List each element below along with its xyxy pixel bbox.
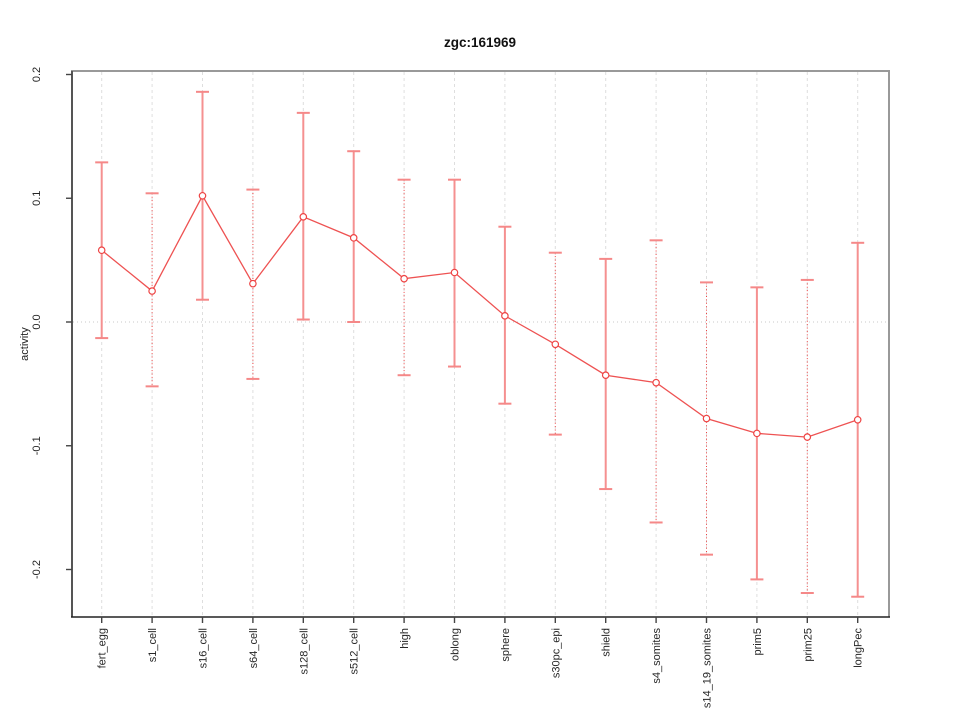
- y-tick-label: 0.0: [31, 314, 43, 329]
- x-tick-label: s16_cell: [198, 628, 210, 668]
- x-tick-label: longPec: [853, 628, 865, 668]
- data-point: [753, 429, 761, 438]
- x-tick-label: s30pc_epi: [550, 628, 562, 678]
- data-point: [702, 414, 711, 423]
- x-tick-label: s128_cell: [298, 628, 310, 674]
- x-tick-label: prim5: [752, 628, 764, 656]
- y-tick-label: 0.1: [31, 191, 43, 206]
- data-point: [601, 371, 610, 380]
- data-point: [853, 415, 862, 424]
- data-point: [652, 378, 660, 387]
- x-tick-label: s64_cell: [248, 628, 260, 668]
- data-point: [501, 312, 509, 320]
- x-tick-label: oblong: [450, 628, 462, 661]
- data-point: [450, 268, 459, 277]
- data-point: [148, 287, 156, 295]
- data-point: [400, 274, 408, 283]
- data-point: [551, 340, 560, 349]
- data-point: [97, 246, 106, 255]
- chart-generated-layer: 0.2 0.1 0.0 -0.1 -0.2 fert_egg s1_cell s16_cell…: [31, 67, 890, 708]
- x-tick-label: s14_19_somites: [702, 628, 714, 709]
- chart-title: zgc:161969: [444, 35, 516, 50]
- data-point: [349, 234, 358, 242]
- x-tick-label: s512_cell: [349, 628, 361, 674]
- data-point: [299, 213, 308, 221]
- x-tick-label: s4_somites: [651, 628, 663, 684]
- x-tick-label: s1_cell: [147, 628, 159, 662]
- x-tick-label: high: [399, 628, 411, 649]
- x-tick-label: sphere: [500, 628, 512, 662]
- data-point: [198, 191, 207, 200]
- y-tick-label: -0.1: [31, 436, 43, 455]
- y-tick-label: -0.2: [31, 560, 43, 579]
- x-tick-label: shield: [601, 628, 613, 657]
- data-point: [249, 279, 257, 288]
- data-line: [101, 194, 858, 438]
- data-point: [803, 433, 812, 441]
- y-tick-label: 0.2: [31, 67, 43, 82]
- y-axis-label: activity: [19, 327, 31, 361]
- x-tick-label: prim25: [802, 628, 814, 662]
- x-tick-label: fert_egg: [97, 628, 109, 668]
